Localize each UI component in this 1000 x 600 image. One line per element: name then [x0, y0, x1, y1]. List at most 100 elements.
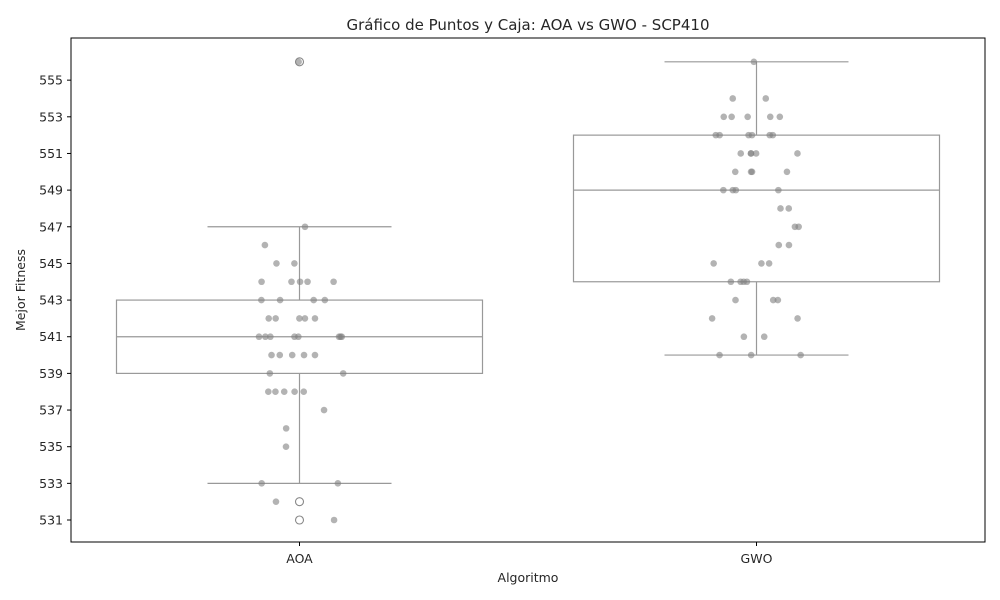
data-point	[311, 351, 319, 359]
x-tick-label: GWO	[741, 551, 773, 566]
data-point	[774, 296, 782, 304]
data-point	[272, 498, 280, 505]
data-point	[321, 296, 329, 304]
data-point	[304, 278, 311, 286]
y-tick-label: 553	[39, 109, 63, 124]
y-tick-label: 533	[39, 476, 63, 491]
data-point	[747, 351, 755, 359]
data-point	[295, 58, 302, 66]
data-point	[791, 223, 799, 231]
y-tick-label: 537	[39, 403, 63, 418]
y-tick-label: 543	[39, 293, 63, 308]
data-point	[775, 186, 782, 194]
data-point	[762, 95, 770, 102]
data-point	[265, 388, 272, 396]
data-point	[268, 351, 275, 359]
data-point	[785, 205, 793, 212]
data-point	[769, 296, 777, 304]
data-point	[272, 315, 279, 322]
y-tick-label: 555	[39, 73, 63, 88]
data-point	[311, 315, 319, 322]
data-point	[296, 315, 303, 322]
x-axis: AOA GWO	[286, 542, 773, 566]
y-tick-label: 545	[39, 256, 63, 271]
data-point	[708, 315, 716, 322]
data-point	[728, 113, 735, 121]
data-point	[258, 278, 265, 286]
data-point	[716, 351, 723, 359]
data-point	[282, 443, 290, 450]
data-point	[337, 333, 344, 341]
data-point	[729, 95, 737, 102]
data-point	[743, 278, 751, 286]
data-point	[267, 333, 274, 341]
data-point	[334, 480, 342, 487]
data-point	[732, 186, 740, 194]
y-tick-label: 547	[39, 219, 63, 234]
data-point	[731, 168, 739, 176]
data-point	[266, 370, 274, 377]
y-tick-label: 549	[39, 183, 63, 198]
data-point	[310, 296, 317, 304]
data-point	[750, 58, 758, 66]
y-tick-label: 535	[39, 439, 63, 454]
data-point	[300, 351, 308, 359]
data-point	[272, 388, 279, 396]
data-point	[282, 425, 290, 432]
data-point	[710, 260, 717, 267]
outlier-marker	[294, 497, 305, 507]
data-point	[747, 150, 755, 157]
data-point	[794, 315, 801, 322]
data-point	[330, 516, 338, 524]
data-point	[758, 260, 765, 267]
data-point	[732, 296, 739, 304]
data-point	[720, 186, 727, 194]
box-iqr	[572, 134, 941, 283]
data-point	[273, 260, 280, 267]
data-point	[740, 333, 748, 341]
data-point	[301, 223, 309, 231]
data-point	[300, 388, 308, 396]
data-point	[752, 150, 760, 157]
x-tick-label: AOA	[286, 551, 313, 566]
outlier-marker	[294, 515, 305, 525]
data-point	[291, 260, 298, 267]
data-point	[255, 333, 263, 341]
y-axis-label: Mejor Fitness	[13, 249, 28, 331]
data-point	[258, 480, 265, 487]
data-point	[785, 241, 793, 249]
chart-title: Gráfico de Puntos y Caja: AOA vs GWO - S…	[347, 16, 710, 34]
data-point	[276, 351, 284, 359]
data-point	[766, 131, 774, 139]
data-point	[744, 113, 751, 121]
data-point	[794, 150, 801, 157]
data-point	[262, 333, 269, 341]
data-point	[280, 388, 288, 396]
data-point	[258, 296, 265, 304]
data-point	[737, 150, 745, 157]
data-point	[760, 333, 768, 341]
data-point	[775, 241, 783, 249]
y-tick-label: 541	[39, 329, 63, 344]
data-point	[797, 351, 804, 359]
plot-area	[70, 37, 986, 543]
box-gwo	[572, 61, 941, 356]
y-tick-label: 539	[39, 366, 63, 381]
data-point	[766, 113, 774, 121]
points-layer	[255, 58, 804, 524]
data-point	[265, 315, 273, 322]
data-point	[288, 351, 296, 359]
data-point	[720, 113, 728, 121]
data-point	[291, 333, 298, 341]
data-point	[276, 296, 284, 304]
data-point	[291, 388, 298, 396]
x-axis-label: Algoritmo	[498, 570, 559, 585]
data-point	[330, 278, 337, 286]
data-point	[747, 168, 755, 176]
y-tick-label: 551	[39, 146, 63, 161]
data-point	[288, 278, 295, 286]
data-point	[777, 205, 784, 212]
data-point	[776, 113, 784, 121]
y-axis: 531 533 535 537 539 541 543 545 547 549 551 553 555	[39, 73, 71, 528]
